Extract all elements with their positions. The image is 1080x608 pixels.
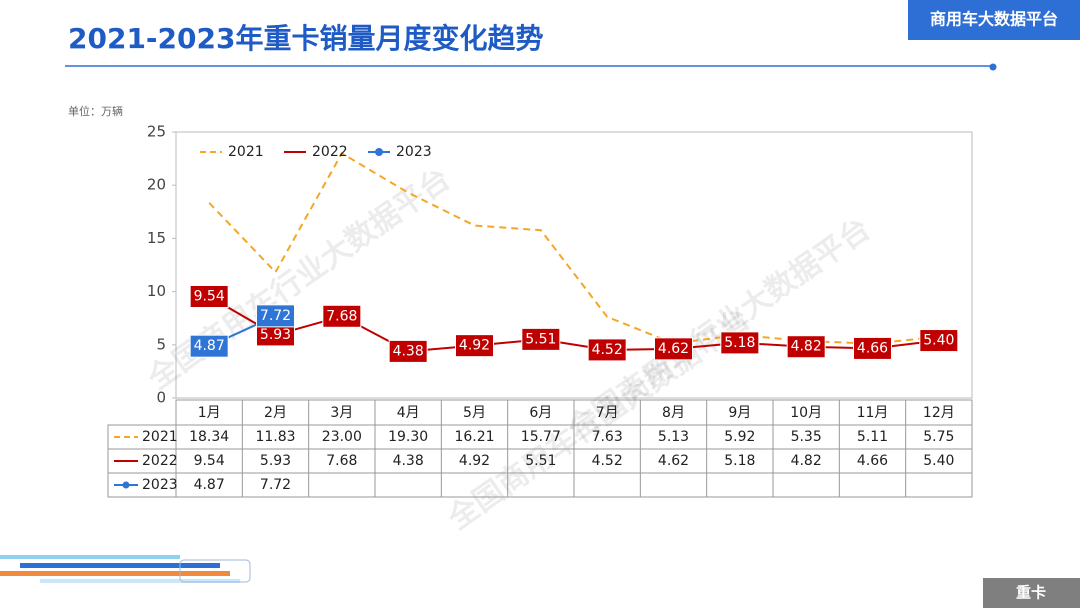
table-series-name: 2023 (142, 477, 178, 493)
table-value: 4.52 (592, 453, 623, 469)
plot-frame (175, 131, 973, 399)
table-value: 16.21 (454, 429, 494, 445)
table-value: 4.92 (459, 453, 490, 469)
data-label-bg (587, 338, 627, 362)
y-tick-label: 0 (156, 389, 166, 407)
table-value: 4.82 (791, 453, 822, 469)
data-label: 5.18 (724, 335, 755, 351)
data-label: 9.54 (194, 288, 225, 304)
table-value: 5.51 (525, 453, 556, 469)
x-tick-label: 7月 (596, 405, 619, 421)
data-label-bg (919, 329, 959, 353)
table-value: 4.66 (857, 453, 888, 469)
table-value: 7.63 (592, 429, 623, 445)
data-label: 4.62 (658, 341, 689, 357)
x-tick-label: 11月 (857, 405, 889, 421)
y-tick-label: 15 (147, 229, 166, 247)
rule-dot (989, 63, 997, 71)
data-label: 4.52 (592, 342, 623, 358)
table-series-name: 2022 (142, 453, 178, 469)
data-label-bg (388, 339, 428, 363)
badge-bg (908, 0, 1080, 40)
x-tick-label: 5月 (463, 405, 486, 421)
data-label-bg (521, 327, 561, 351)
data-label-bg (654, 337, 693, 361)
data-label: 5.40 (923, 333, 954, 349)
table-value: 9.54 (194, 453, 225, 469)
legend-label: 2023 (396, 144, 432, 160)
y-tick-label: 10 (147, 282, 166, 300)
data-label: 5.93 (260, 327, 291, 343)
table-value: 23.00 (322, 429, 362, 445)
table-value: 11.83 (255, 429, 295, 445)
table-value: 5.18 (724, 453, 755, 469)
legend-label: 2021 (228, 144, 264, 160)
data-label: 5.51 (525, 331, 556, 347)
title: 2021-2023年重卡销量月度变化趋势 (68, 22, 543, 55)
data-label: 4.66 (857, 340, 888, 356)
x-tick-label: 9月 (728, 405, 751, 421)
table-value: 4.62 (658, 453, 689, 469)
series-line (208, 295, 939, 353)
unit: 单位：万辆 (68, 104, 123, 118)
x-tick-label: 10月 (790, 405, 822, 421)
table-row (107, 472, 973, 498)
data-label-bg (853, 336, 892, 360)
table-value: 5.40 (923, 453, 954, 469)
table-value: 15.77 (521, 429, 561, 445)
data-label-bg (720, 331, 760, 355)
x-tick-label: 1月 (198, 405, 221, 421)
x-tick-label: 8月 (662, 405, 685, 421)
data-label: 7.72 (260, 308, 291, 324)
table-series-name: 2021 (142, 429, 178, 445)
data-label: 4.82 (791, 339, 822, 355)
table-value: 5.92 (724, 429, 755, 445)
x-tick-label: 12月 (923, 405, 955, 421)
table-marker (122, 481, 130, 489)
legend-label: 2022 (312, 144, 348, 160)
x-tick-label: 3月 (330, 405, 353, 421)
table-value: 19.30 (388, 429, 428, 445)
table-value: 7.68 (326, 453, 357, 469)
table-value: 7.72 (260, 477, 291, 493)
y-tick-label: 25 (147, 123, 166, 141)
x-tick-label: 4月 (397, 405, 420, 421)
table-value: 5.35 (791, 429, 822, 445)
table-value: 5.11 (857, 429, 888, 445)
data-label-bg (455, 334, 494, 358)
data-label: 4.38 (393, 343, 424, 359)
data-label-bg (189, 284, 229, 308)
x-tick-label: 2月 (264, 405, 287, 421)
data-label-bg (322, 304, 362, 328)
data-label-bg (786, 335, 826, 359)
data-label-bg (189, 334, 229, 358)
data-label: 7.68 (326, 308, 357, 324)
table-value: 18.34 (189, 429, 229, 445)
table-value: 4.87 (194, 477, 225, 493)
table-value: 5.13 (658, 429, 689, 445)
footer-bg (983, 578, 1080, 608)
table-value: 5.75 (923, 429, 954, 445)
data-label-bg (256, 304, 295, 328)
data-label: 4.87 (194, 338, 225, 354)
y-tick-label: 20 (147, 176, 166, 194)
y-tick-label: 5 (156, 335, 166, 353)
table-value: 4.38 (393, 453, 424, 469)
data-label: 4.92 (459, 338, 490, 354)
truck-decor (0, 555, 251, 583)
footer: 重卡 (1016, 584, 1046, 602)
x-tick-label: 6月 (529, 405, 552, 421)
table-value: 5.93 (260, 453, 291, 469)
badge: 商用车大数据平台 (930, 10, 1058, 29)
legend-marker (375, 148, 383, 156)
